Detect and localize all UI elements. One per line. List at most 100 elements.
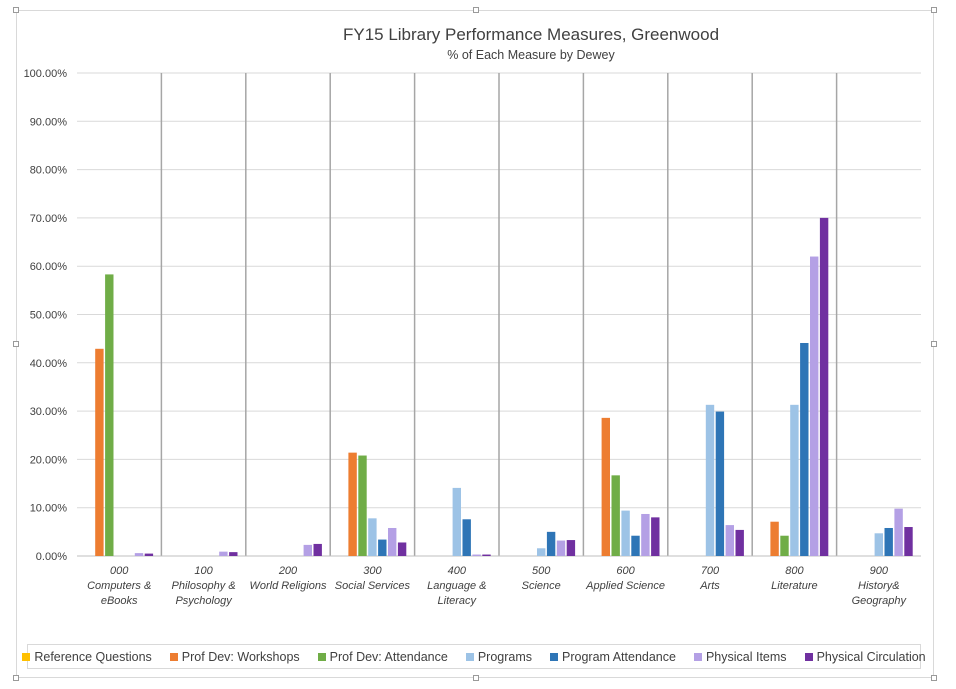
legend-label: Program Attendance — [562, 649, 676, 664]
y-tick-label: 90.00% — [30, 116, 68, 128]
bar-physical-circulation-800[interactable] — [819, 217, 829, 556]
plot-bars — [95, 217, 913, 556]
bar-programs-600[interactable] — [621, 510, 630, 556]
bar-program-attendance-300[interactable] — [378, 539, 387, 556]
legend-swatch — [550, 652, 558, 661]
x-tick-label: Computers & — [87, 580, 151, 592]
x-tick-label: 200 — [278, 565, 298, 577]
resize-handle-top[interactable] — [473, 7, 479, 13]
bar-prof-dev-workshops-000[interactable] — [95, 348, 104, 556]
legend-swatch — [465, 652, 474, 661]
resize-handle-bottom-left[interactable] — [13, 675, 19, 681]
bar-physical-items-600[interactable] — [641, 513, 650, 556]
x-tick-label: Arts — [699, 580, 720, 592]
bar-physical-items-900[interactable] — [894, 508, 903, 556]
bar-programs-300[interactable] — [368, 518, 377, 556]
bar-programs-500[interactable] — [537, 548, 546, 556]
bar-physical-items-200[interactable] — [303, 544, 312, 556]
chart-subtitle: % of Each Measure by Dewey — [447, 48, 615, 62]
legend-swatch — [693, 652, 702, 661]
legend-item[interactable]: Physical Items — [693, 650, 787, 664]
bar-prof-dev-attendance-800[interactable] — [780, 535, 789, 556]
legend-swatch — [804, 652, 813, 661]
legend-label: Programs — [477, 649, 532, 664]
x-tick-label: 000 — [110, 565, 129, 577]
legend-item[interactable]: Physical Circulation — [804, 649, 926, 664]
chart-title: FY15 Library Performance Measures, Green… — [343, 25, 719, 44]
resize-handle-left[interactable] — [13, 341, 19, 347]
legend-item[interactable]: Reference Questions — [22, 649, 152, 664]
bar-physical-circulation-700[interactable] — [735, 529, 744, 556]
x-tick-label: Philosophy & — [171, 580, 235, 592]
bar-physical-items-700[interactable] — [725, 525, 734, 556]
x-tick-label: 500 — [532, 565, 551, 577]
legend-swatch — [317, 652, 326, 661]
legend[interactable]: Reference Questions Prof Dev: Workshops Pr… — [22, 644, 926, 669]
bar-physical-circulation-500[interactable] — [566, 540, 576, 556]
legend-label: Physical Circulation — [816, 649, 926, 664]
bar-program-attendance-500[interactable] — [546, 531, 556, 556]
bar-physical-circulation-200[interactable] — [313, 543, 322, 556]
x-tick-label: History& — [858, 580, 900, 592]
bar-physical-items-000[interactable] — [134, 553, 144, 556]
bar-programs-900[interactable] — [874, 533, 883, 556]
legend-item[interactable]: Prof Dev: Workshops — [169, 649, 300, 664]
legend-item[interactable]: Program Attendance — [550, 650, 676, 664]
bar-physical-circulation-000[interactable] — [144, 553, 154, 556]
gridlines: 0.00% 10.00% 20.00% 30.00% 40.00% 50.00% 60.00… — [24, 68, 921, 563]
bar-program-attendance-400[interactable] — [462, 519, 471, 556]
bar-programs-700[interactable] — [705, 404, 715, 556]
bar-physical-items-500[interactable] — [556, 540, 566, 556]
legend-item[interactable]: Programs — [465, 649, 532, 664]
y-tick-label: 100.00% — [24, 68, 68, 80]
bar-physical-items-300[interactable] — [388, 527, 397, 556]
bar-program-attendance-600[interactable] — [631, 535, 640, 556]
bar-program-attendance-800[interactable] — [800, 342, 809, 556]
bar-prof-dev-workshops-800[interactable] — [770, 521, 779, 556]
bar-prof-dev-attendance-300[interactable] — [358, 455, 367, 556]
resize-handle-top-left[interactable] — [13, 7, 19, 13]
bar-physical-circulation-100[interactable] — [229, 552, 238, 556]
legend-label: Prof Dev: Workshops — [181, 649, 300, 664]
resize-handle-bottom[interactable] — [473, 675, 479, 681]
x-tick-label: 700 — [701, 565, 720, 577]
bar-program-attendance-700[interactable] — [715, 411, 725, 556]
chart-area[interactable] — [13, 7, 937, 681]
x-tick-label: Science — [522, 580, 561, 592]
bar-prof-dev-attendance-600[interactable] — [611, 475, 620, 556]
y-tick-label: 70.00% — [30, 213, 68, 225]
bar-prof-dev-attendance-000[interactable] — [105, 274, 114, 556]
bar-physical-circulation-300[interactable] — [397, 542, 407, 556]
x-tick-label: Social Services — [335, 580, 411, 592]
x-tick-label: 300 — [363, 565, 382, 577]
resize-handle-bottom-right[interactable] — [931, 675, 937, 681]
bar-program-attendance-900[interactable] — [884, 527, 893, 556]
bar-physical-items-800[interactable] — [810, 256, 819, 556]
x-tick-label: Applied Science — [585, 580, 665, 592]
bar-programs-800[interactable] — [790, 404, 799, 556]
bar-physical-circulation-900[interactable] — [904, 527, 913, 556]
x-tick-label: 600 — [616, 565, 635, 577]
x-tick-label: Language & — [427, 580, 486, 592]
x-tick-label: 400 — [448, 565, 467, 577]
x-tick-label: 800 — [785, 565, 804, 577]
x-tick-label: eBooks — [101, 595, 138, 607]
x-axis-labels: 000 Computers & eBooks 100 Philosophy & Psych… — [87, 565, 907, 607]
legend-item[interactable]: Prof Dev: Attendance — [317, 649, 448, 664]
bar-physical-circulation-400[interactable] — [482, 554, 491, 556]
bar-physical-circulation-600[interactable] — [651, 517, 660, 556]
bar-prof-dev-workshops-300[interactable] — [348, 452, 357, 556]
resize-handle-top-right[interactable] — [931, 7, 937, 13]
legend-label: Reference Questions — [34, 649, 152, 664]
x-tick-label: Literacy — [438, 595, 478, 607]
legend-label: Prof Dev: Attendance — [329, 649, 448, 664]
bar-physical-items-400[interactable] — [472, 554, 481, 556]
resize-handle-right[interactable] — [931, 341, 937, 347]
y-tick-label: 50.00% — [30, 310, 68, 322]
bar-programs-400[interactable] — [452, 487, 461, 556]
x-tick-label: Geography — [852, 595, 908, 607]
bar-physical-items-100[interactable] — [219, 551, 228, 556]
legend-swatch — [169, 652, 178, 661]
bar-prof-dev-workshops-600[interactable] — [601, 417, 610, 556]
